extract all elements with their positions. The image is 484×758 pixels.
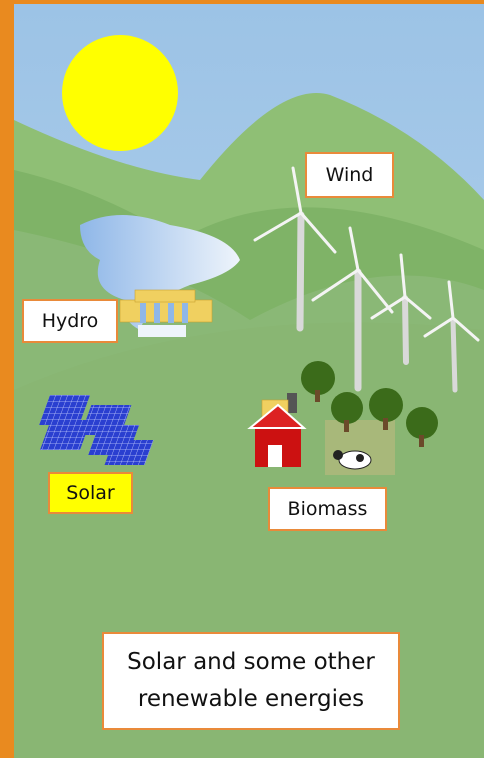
wind-label: Wind — [305, 152, 394, 198]
hydro-label: Hydro — [22, 299, 118, 343]
solar-label: Solar — [48, 472, 133, 514]
biomass-label: Biomass — [268, 487, 387, 531]
page: Wind Hydro Solar Biomass Solar and some … — [0, 0, 484, 758]
caption: Solar and some other renewable energies — [102, 632, 400, 730]
caption-line: Solar and some other — [104, 644, 398, 681]
caption-line: renewable energies — [104, 681, 398, 718]
